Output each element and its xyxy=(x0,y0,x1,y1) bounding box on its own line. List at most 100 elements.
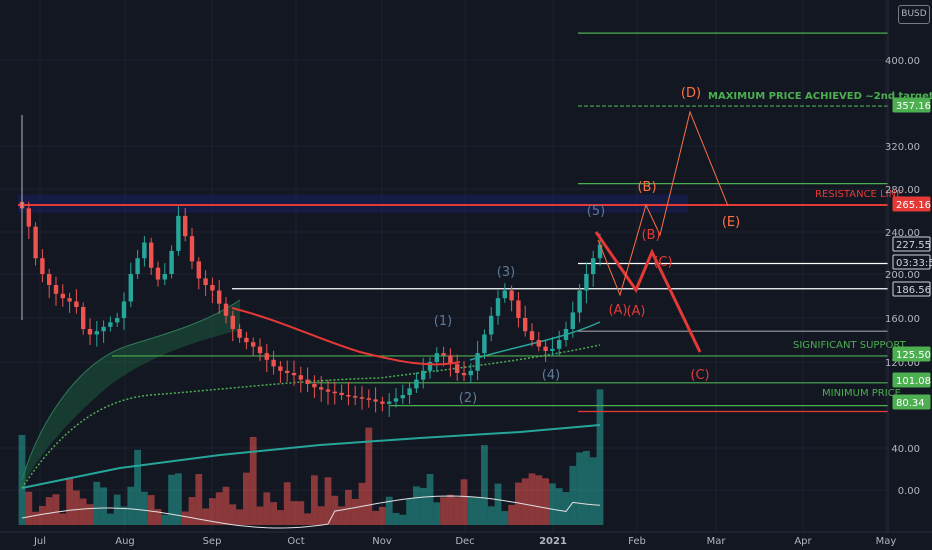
volume-bar xyxy=(290,501,298,525)
price-tags: 357.16 265.16 227.55 03:33:57 186.56 125.50 10… xyxy=(892,97,932,410)
candle-body xyxy=(414,379,419,389)
candle-body xyxy=(40,258,45,274)
wave-label: (2) xyxy=(459,391,477,406)
candle-body xyxy=(529,331,535,340)
volume-bar xyxy=(338,506,345,525)
candle-body xyxy=(155,267,161,280)
volume-bar xyxy=(168,474,175,525)
ema-line xyxy=(231,307,461,366)
x-tick-label: Aug xyxy=(115,536,135,547)
candle-body xyxy=(475,353,480,371)
volume-bar xyxy=(222,486,230,525)
candle-body xyxy=(339,392,344,395)
volume-bar xyxy=(181,511,189,525)
candle-body xyxy=(332,391,337,394)
x-tick-label: Mar xyxy=(707,536,727,547)
candle-body xyxy=(597,244,603,259)
price-axis[interactable]: 400.00 320.00 280.00 240.00 200.00 160.00 120.… xyxy=(885,0,920,532)
red-projection-path xyxy=(594,231,702,353)
volume-bar xyxy=(494,483,502,525)
candles xyxy=(19,115,603,417)
volume-bar xyxy=(73,490,80,525)
volume-bar xyxy=(270,502,277,525)
volume-bar xyxy=(467,496,475,525)
wave-label: (A) xyxy=(626,304,645,319)
volume-bar xyxy=(440,497,447,525)
symbol-badge: BUSD xyxy=(898,5,930,24)
y-tick-label: 400.00 xyxy=(885,56,920,67)
candle-body xyxy=(189,236,195,262)
price-tag-box xyxy=(892,236,931,252)
candle-body xyxy=(271,359,276,367)
time-axis[interactable]: Jul Aug Sep Oct Nov Dec 2021 Feb Mar Apr May xyxy=(0,531,932,547)
candle-body xyxy=(468,370,473,376)
volume-bar xyxy=(521,478,529,525)
candle-body xyxy=(149,242,154,268)
volume-bar xyxy=(331,495,339,525)
candle-body xyxy=(53,285,59,294)
volume-bar xyxy=(141,491,148,525)
candle-body xyxy=(550,348,555,351)
candle-body xyxy=(489,315,494,335)
volume-bar xyxy=(535,475,543,525)
volume-bar xyxy=(229,504,237,525)
candle-body xyxy=(393,398,399,402)
volume-bar xyxy=(426,474,434,525)
price-tag-text: 186.56 xyxy=(896,285,931,296)
volume-bar xyxy=(372,510,379,525)
candle-body xyxy=(373,399,378,402)
cloud-upper-edge xyxy=(21,299,241,481)
volume-bar xyxy=(453,497,461,525)
candle-body xyxy=(319,387,324,390)
candle-body xyxy=(577,290,582,313)
x-tick-label: Nov xyxy=(372,536,392,547)
candle-body xyxy=(584,274,589,291)
volume-bar xyxy=(86,504,94,525)
volume-bar xyxy=(263,492,271,525)
volume-bar xyxy=(562,492,570,525)
candle-body xyxy=(591,258,596,274)
long-ma-line xyxy=(21,424,601,489)
volume-bar xyxy=(154,509,162,525)
price-tag-text: 265.16 xyxy=(896,200,931,211)
volume-bar xyxy=(569,465,577,525)
volume-bar xyxy=(406,498,413,525)
volume-bar xyxy=(474,497,481,525)
wave-projections xyxy=(594,110,729,353)
candle-body xyxy=(455,364,460,373)
candle-body xyxy=(74,301,79,307)
max-price-annotation: MAXIMUM PRICE ACHIEVED ~2nd target xyxy=(708,91,932,102)
volume-bar xyxy=(188,497,196,525)
wave-labels: (1) (2) (3) (4) (5) (A)(A) (B) (C) (C) (B) (D) (E) xyxy=(434,86,740,406)
volume-bar xyxy=(501,511,509,525)
candle-body xyxy=(509,290,514,301)
volume-bar xyxy=(45,497,53,525)
x-tick-label: May xyxy=(876,536,897,547)
candle-body xyxy=(203,278,208,285)
candle-body xyxy=(128,274,133,302)
price-tag-text: 227.55 xyxy=(896,240,931,251)
volume-bar xyxy=(351,498,359,525)
candle-body xyxy=(169,250,174,274)
price-tag-box xyxy=(892,97,931,113)
candle-body xyxy=(387,401,392,404)
volume-bar xyxy=(209,498,216,525)
wave-label: (B) xyxy=(637,180,656,195)
volume-bar xyxy=(555,488,563,525)
wave-label: (B) xyxy=(641,228,660,243)
wave-label: (E) xyxy=(722,215,740,230)
volume-bar xyxy=(317,506,325,525)
wave-label: (5) xyxy=(587,204,605,219)
candle-body xyxy=(502,290,507,299)
volume-bar xyxy=(583,450,590,525)
baseline-moving-average xyxy=(21,424,601,489)
candle-body xyxy=(563,329,569,340)
volume-bar xyxy=(215,492,223,525)
candle-body xyxy=(26,208,31,227)
volume-bar xyxy=(195,473,203,525)
candle-body xyxy=(264,353,269,360)
volume-bar xyxy=(487,506,495,525)
volume-bar xyxy=(256,506,264,525)
candle-body xyxy=(210,285,215,291)
